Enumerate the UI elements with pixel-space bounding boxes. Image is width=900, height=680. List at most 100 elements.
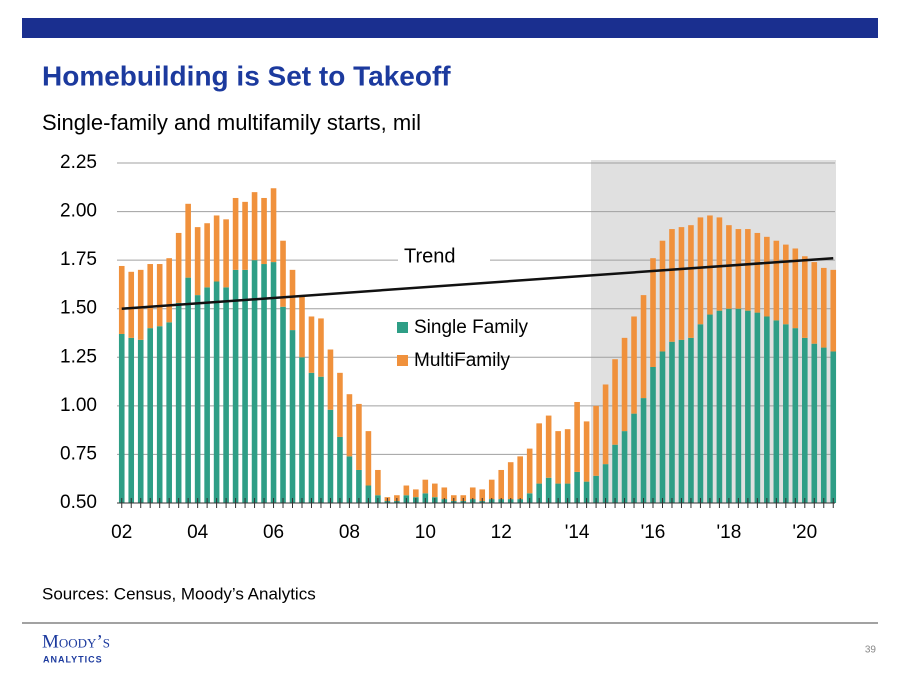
bar-segment (669, 229, 675, 342)
bar-segment (583, 421, 590, 482)
bar-segment (147, 264, 154, 329)
bar-segment (118, 265, 125, 334)
x-tick-label: '18 (717, 522, 742, 543)
logo: Moody’s (42, 631, 110, 652)
plot: 0.50 0.75 1.00 1.25 1.50 1.75 2.00 2.25 02 04 06 08… (60, 152, 837, 543)
y-tick-label: 2.00 (60, 201, 97, 222)
bar-segment (773, 240, 780, 321)
bar-segment (356, 403, 362, 470)
bar-segment (280, 240, 286, 307)
bar-segment (270, 262, 277, 503)
y-tick-label: 1.75 (60, 249, 97, 270)
bar-segment (128, 337, 135, 503)
bar-segment (650, 367, 656, 503)
x-tick-label: '14 (565, 522, 590, 543)
bar-segment (716, 217, 723, 311)
bar-segment (631, 413, 637, 503)
bar-segment (498, 469, 505, 500)
bar-segment (432, 483, 438, 498)
bar-segment (156, 264, 163, 327)
x-tick-label: '20 (792, 522, 817, 543)
bar-segment (783, 244, 789, 325)
bar-segment (678, 227, 685, 340)
bar-segment (356, 469, 362, 503)
bar-segment (707, 215, 713, 315)
bar-segment (735, 229, 742, 309)
trend-line (121, 256, 834, 310)
bar-segment (526, 448, 533, 494)
legend-label: MultiFamily (414, 350, 511, 371)
bar-segment (726, 225, 732, 309)
bar-segment (175, 302, 182, 503)
bar-segment (517, 456, 523, 500)
bar-segment (223, 219, 229, 288)
bar-segment (299, 295, 305, 358)
bar-segment (232, 269, 239, 503)
y-tick-label: 0.75 (60, 443, 97, 464)
bar-segment (564, 483, 571, 503)
bar-segment (602, 384, 609, 465)
bar-segment (745, 229, 751, 311)
bar-segment (593, 405, 599, 476)
bar-segment (801, 337, 808, 503)
bar-segment (204, 287, 210, 503)
bar-segment (166, 258, 172, 323)
bar-segment (754, 312, 761, 503)
bar-segment (137, 269, 144, 340)
bar-segment (289, 330, 296, 503)
bar-segment (697, 217, 704, 325)
logo-sub: ANALYTICS (43, 654, 103, 664)
bar-segment (820, 267, 827, 348)
bar-segment (593, 475, 599, 503)
bar-segment (337, 372, 343, 437)
bar-segment (659, 351, 666, 503)
bar-segment (346, 394, 353, 457)
bar-segment (365, 485, 372, 503)
bar-segment (811, 343, 818, 503)
bar-segment (678, 339, 685, 503)
x-tick-label: 06 (263, 522, 284, 543)
bar-segment (621, 337, 628, 432)
bar-segment (242, 201, 248, 270)
bar-segment (574, 471, 580, 503)
bar-segment (204, 223, 210, 288)
legend-swatch (397, 355, 408, 366)
bar-segment (128, 271, 135, 338)
x-tick-label: 04 (187, 522, 209, 543)
bar-segment (422, 479, 429, 494)
x-tick-label: 10 (415, 522, 436, 543)
bar-segment (147, 328, 154, 503)
bar-segment (413, 489, 419, 498)
bar-segment (716, 310, 723, 503)
bar-segment (308, 372, 315, 503)
bar-segment (242, 269, 248, 503)
bar-segment (213, 215, 220, 282)
y-tick-label: 2.25 (60, 152, 97, 173)
bar-segment (574, 401, 580, 472)
bar-segment (365, 431, 372, 486)
bar-segment (327, 409, 334, 503)
bar-segment (783, 324, 789, 503)
bar-segment (801, 256, 808, 338)
bar-segment (697, 324, 704, 503)
bar-segment (583, 481, 590, 503)
bar-segment (669, 341, 675, 503)
bar-segment (745, 310, 751, 503)
bar-segment (830, 269, 837, 352)
source: Sources: Census, Moody’s Analytics (42, 584, 316, 603)
bar-segment (261, 264, 267, 503)
bar-segment (185, 203, 191, 278)
bar-segment (223, 287, 229, 503)
bar-segment (213, 281, 220, 503)
bar-segment (536, 483, 542, 503)
bar-segment (555, 431, 561, 484)
bar-segment (555, 483, 561, 503)
bar-segment (621, 431, 628, 503)
bar-segment (166, 322, 172, 503)
bar-segment (726, 308, 732, 503)
subtitle: Single-family and multifamily starts, mi… (42, 110, 421, 135)
bar-segment (327, 349, 334, 410)
bar-segment (261, 197, 267, 265)
page-number: 39 (865, 645, 877, 656)
